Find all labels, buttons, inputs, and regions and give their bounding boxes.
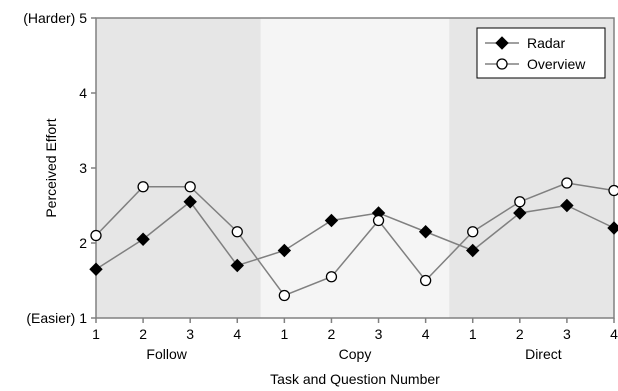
data-point-radar [418, 225, 433, 239]
x-tick-label: 1 [280, 326, 288, 342]
data-point-overview [419, 274, 432, 287]
data-point-radar [89, 262, 103, 276]
series-line-radar [95, 200, 615, 270]
x-tick-label: 2 [139, 326, 147, 342]
task-group-label: Follow [146, 346, 187, 362]
series-overview [90, 177, 618, 302]
data-point-overview [90, 229, 102, 242]
legend-swatch-radar [495, 36, 509, 50]
legend-label-overview: Overview [527, 56, 586, 72]
x-tick-label: 2 [328, 326, 336, 342]
y-axis-label: Perceived Effort [43, 118, 59, 217]
x-tick-label: 3 [375, 326, 383, 342]
data-point-radar [183, 195, 197, 209]
data-point-overview [325, 271, 338, 283]
legend-swatch-overview [496, 58, 508, 70]
data-point-overview [184, 181, 196, 193]
legend-box [476, 27, 606, 79]
data-point-radar [513, 206, 527, 220]
x-tick-label: 3 [186, 326, 194, 342]
data-point-overview [467, 226, 479, 238]
x-tick-label: 3 [563, 326, 571, 342]
legend: Radar Overview [476, 27, 606, 79]
data-point-radar [136, 232, 150, 246]
y-tick-label: (Easier) 1 [26, 310, 87, 326]
x-tick-label: 4 [233, 326, 241, 342]
x-tick-label: 2 [516, 326, 524, 342]
task-band-copy [260, 18, 450, 318]
legend-label-radar: Radar [527, 35, 565, 51]
x-tick-label: 1 [92, 326, 100, 342]
data-point-radar [277, 243, 292, 258]
data-point-radar [230, 258, 244, 273]
data-point-radar [607, 221, 618, 235]
data-point-overview [278, 289, 291, 302]
task-group-label: Copy [339, 346, 372, 362]
series-radar [89, 195, 618, 276]
x-tick-label: 1 [469, 326, 477, 342]
y-tick-label: (Harder) 5 [23, 10, 87, 26]
y-tick-label: 2 [79, 235, 87, 251]
task-group-label: Direct [525, 346, 562, 362]
data-point-radar [560, 198, 574, 213]
x-tick-label: 4 [422, 326, 430, 342]
data-point-radar [324, 213, 339, 228]
y-tick-label: 4 [79, 85, 87, 101]
data-point-overview [561, 177, 573, 189]
x-tick-label: 4 [610, 326, 618, 342]
data-point-radar [466, 243, 480, 258]
y-tick-label: 3 [79, 160, 87, 176]
x-axis-label: Task and Question Number [270, 371, 440, 387]
data-point-overview [372, 214, 385, 227]
series-line-overview [95, 182, 615, 297]
data-point-overview [514, 196, 526, 208]
data-point-overview [231, 226, 243, 238]
data-point-overview [608, 184, 618, 197]
task-band-follow [96, 18, 261, 318]
data-point-overview [137, 181, 149, 193]
